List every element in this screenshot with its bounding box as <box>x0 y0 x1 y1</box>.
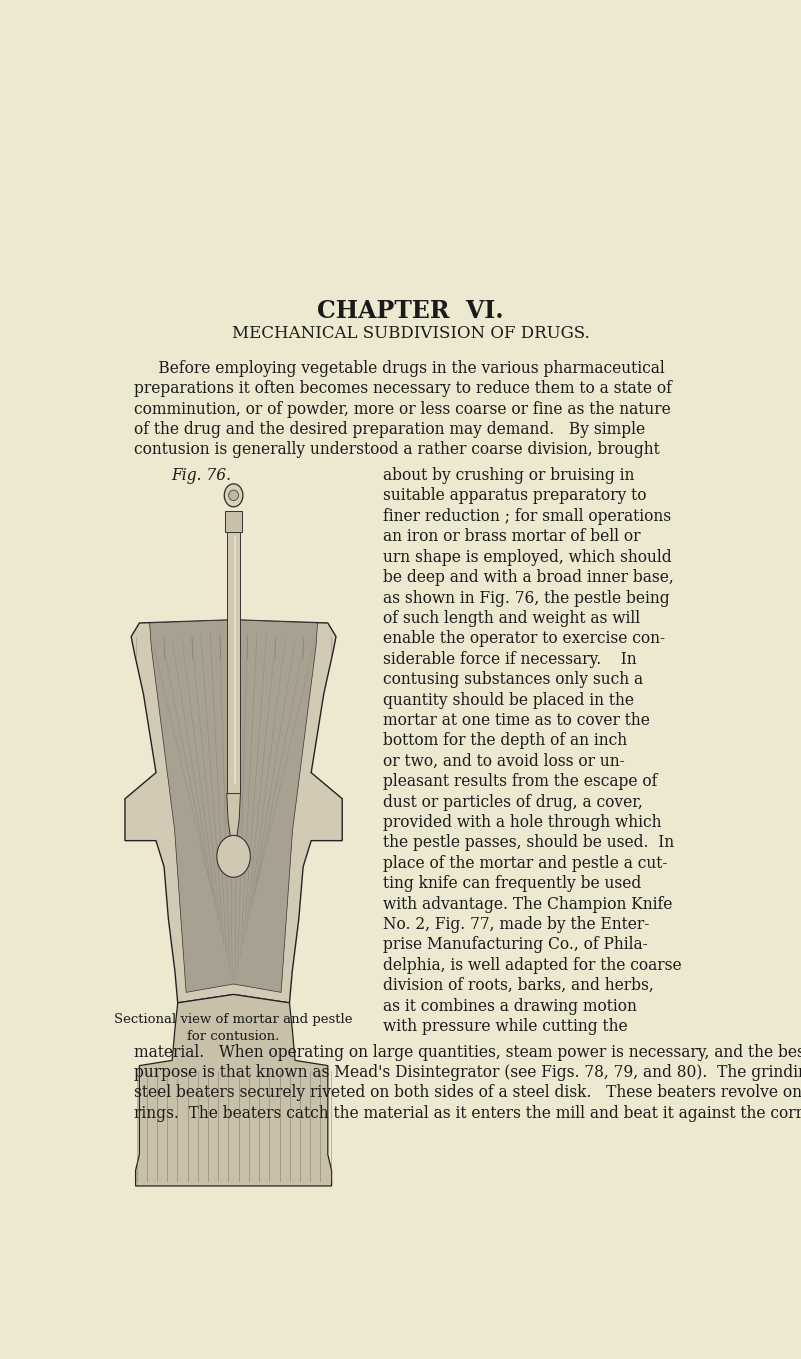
Text: No. 2, Fig. 77, made by the Enter-: No. 2, Fig. 77, made by the Enter- <box>383 916 649 934</box>
Text: bottom for the depth of an inch: bottom for the depth of an inch <box>383 733 626 749</box>
Text: Sectional view of mortar and pestle
for contusion.: Sectional view of mortar and pestle for … <box>115 1014 353 1044</box>
Text: delphia, is well adapted for the coarse: delphia, is well adapted for the coarse <box>383 957 681 974</box>
Polygon shape <box>227 794 240 837</box>
Text: Fig. 76.: Fig. 76. <box>171 467 231 484</box>
Text: mortar at one time as to cover the: mortar at one time as to cover the <box>383 712 650 728</box>
Text: with advantage. The Champion Knife: with advantage. The Champion Knife <box>383 896 672 913</box>
Text: comminution, or of powder, more or less coarse or fine as the nature: comminution, or of powder, more or less … <box>135 401 671 417</box>
Polygon shape <box>125 620 342 1003</box>
Text: steel beaters securely riveted on both sides of a steel disk.   These beaters re: steel beaters securely riveted on both s… <box>135 1084 801 1101</box>
Text: with pressure while cutting the: with pressure while cutting the <box>383 1018 627 1036</box>
Polygon shape <box>150 620 317 992</box>
Text: as it combines a drawing motion: as it combines a drawing motion <box>383 998 637 1015</box>
Text: provided with a hole through which: provided with a hole through which <box>383 814 661 830</box>
Text: preparations it often becomes necessary to reduce them to a state of: preparations it often becomes necessary … <box>135 381 672 397</box>
Text: pleasant results from the escape of: pleasant results from the escape of <box>383 773 657 790</box>
Ellipse shape <box>228 491 239 500</box>
Text: place of the mortar and pestle a cut-: place of the mortar and pestle a cut- <box>383 855 667 871</box>
Text: be deep and with a broad inner base,: be deep and with a broad inner base, <box>383 569 674 586</box>
Text: an iron or brass mortar of bell or: an iron or brass mortar of bell or <box>383 529 640 545</box>
Text: siderable force if necessary.    In: siderable force if necessary. In <box>383 651 636 667</box>
Text: of such length and weight as will: of such length and weight as will <box>383 610 640 626</box>
Text: the pestle passes, should be used.  In: the pestle passes, should be used. In <box>383 834 674 851</box>
Text: Before employing vegetable drugs in the various pharmaceutical: Before employing vegetable drugs in the … <box>135 360 665 376</box>
Text: quantity should be placed in the: quantity should be placed in the <box>383 692 634 708</box>
Polygon shape <box>135 995 332 1186</box>
Ellipse shape <box>224 484 243 507</box>
Text: purpose is that known as Mead's Disintegrator (see Figs. 78, 79, and 80).  The g: purpose is that known as Mead's Disinteg… <box>135 1064 801 1080</box>
Ellipse shape <box>217 836 251 878</box>
Bar <box>227 531 240 794</box>
Text: prise Manufacturing Co., of Phila-: prise Manufacturing Co., of Phila- <box>383 936 647 954</box>
Text: as shown in Fig. 76, the pestle being: as shown in Fig. 76, the pestle being <box>383 590 669 606</box>
Text: or two, and to avoid loss or un-: or two, and to avoid loss or un- <box>383 753 624 769</box>
Text: finer reduction ; for small operations: finer reduction ; for small operations <box>383 508 670 525</box>
Text: dust or particles of drug, a cover,: dust or particles of drug, a cover, <box>383 794 642 810</box>
Text: material.   When operating on large quantities, steam power is necessary, and th: material. When operating on large quanti… <box>135 1044 801 1060</box>
Text: contusing substances only such a: contusing substances only such a <box>383 671 642 688</box>
Text: division of roots, barks, and herbs,: division of roots, barks, and herbs, <box>383 977 654 995</box>
Text: urn shape is employed, which should: urn shape is employed, which should <box>383 549 671 565</box>
Text: ting knife can frequently be used: ting knife can frequently be used <box>383 875 641 892</box>
Text: contusion is generally understood a rather coarse division, brought: contusion is generally understood a rath… <box>135 442 660 458</box>
Text: suitable apparatus preparatory to: suitable apparatus preparatory to <box>383 488 646 504</box>
Text: CHAPTER  VI.: CHAPTER VI. <box>317 299 504 323</box>
Text: rings.  The beaters catch the material as it enters the mill and beat it against: rings. The beaters catch the material as… <box>135 1105 801 1123</box>
Text: MECHANICAL SUBDIVISION OF DRUGS.: MECHANICAL SUBDIVISION OF DRUGS. <box>231 325 590 342</box>
Text: of the drug and the desired preparation may demand.   By simple: of the drug and the desired preparation … <box>135 421 646 438</box>
Text: enable the operator to exercise con-: enable the operator to exercise con- <box>383 631 665 647</box>
Text: about by crushing or bruising in: about by crushing or bruising in <box>383 467 634 484</box>
Bar <box>225 511 242 531</box>
